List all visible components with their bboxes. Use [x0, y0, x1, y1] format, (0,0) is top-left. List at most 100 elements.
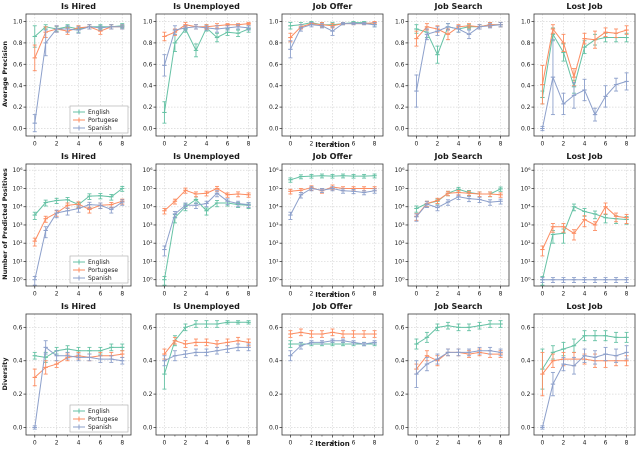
subplot-avg-precision-is-hired: Average Precision Is Hired 0 2 4 6 8 0.0 0.2 0.…	[0, 0, 136, 150]
svg-text:8: 8	[120, 440, 124, 447]
svg-text:0.0: 0.0	[143, 126, 153, 133]
svg-text:10⁴: 10⁴	[268, 204, 279, 211]
svg-text:0.6: 0.6	[143, 61, 153, 68]
svg-text:1.0: 1.0	[395, 18, 405, 25]
svg-text:10⁰: 10⁰	[394, 277, 405, 284]
chart-title: Is Unemployed	[173, 2, 240, 11]
svg-text:0.0: 0.0	[13, 424, 23, 431]
chart-title: Job Search	[434, 152, 483, 161]
svg-text:10¹: 10¹	[142, 258, 153, 265]
subplot-npp-is-hired: Number of Predicted Positives Is Hired 0…	[0, 150, 136, 300]
svg-text:Spanish: Spanish	[88, 424, 112, 431]
svg-text:2: 2	[55, 141, 59, 148]
subplot-diversity-job-search: Job Search 0 2 4 6 8 0.0 0.2 0.4 0.6	[388, 300, 514, 449]
chart-canvas: 0 2 4 6 8 10⁰ 10¹ 10² 10³ 10⁴ 10⁵ 10⁶	[520, 163, 636, 298]
svg-text:4: 4	[205, 141, 209, 148]
svg-text:10⁶: 10⁶	[142, 167, 153, 174]
svg-text:0.2: 0.2	[143, 391, 153, 398]
svg-text:1.0: 1.0	[269, 18, 279, 25]
svg-text:0.2: 0.2	[521, 391, 531, 398]
svg-text:0.2: 0.2	[269, 391, 279, 398]
svg-text:4: 4	[331, 291, 335, 298]
svg-text:English: English	[88, 259, 110, 266]
svg-text:0.6: 0.6	[395, 61, 405, 68]
svg-text:8: 8	[499, 291, 503, 298]
svg-text:10⁵: 10⁵	[142, 185, 153, 192]
figure-row-average-precision: Average Precision Is Hired 0 2 4 6 8 0.0 0.2 0.…	[0, 0, 640, 150]
svg-text:10⁶: 10⁶	[520, 167, 531, 174]
svg-text:0.2: 0.2	[143, 104, 153, 111]
svg-text:4: 4	[583, 291, 587, 298]
svg-text:10³: 10³	[12, 222, 23, 229]
svg-text:0.0: 0.0	[395, 126, 405, 133]
svg-text:0: 0	[33, 440, 37, 447]
svg-text:2: 2	[55, 440, 59, 447]
svg-text:6: 6	[226, 141, 230, 148]
svg-text:0.0: 0.0	[395, 424, 405, 431]
chart-title: Job Search	[434, 2, 483, 11]
svg-text:4: 4	[77, 291, 81, 298]
svg-text:6: 6	[478, 440, 482, 447]
subplot-diversity-is-hired: Diversity Is Hired 0 2 4 6 8 0.0 0.2 0.4 0.6 Engl…	[0, 300, 136, 449]
svg-text:0: 0	[163, 291, 167, 298]
svg-text:10⁰: 10⁰	[520, 277, 531, 284]
svg-text:0.6: 0.6	[13, 61, 23, 68]
svg-text:4: 4	[457, 440, 461, 447]
chart-title: Job Offer	[312, 152, 353, 161]
y-axis-label: Average Precision	[1, 41, 9, 108]
svg-text:10⁶: 10⁶	[394, 167, 405, 174]
svg-text:1.0: 1.0	[13, 18, 23, 25]
chart-title: Is Hired	[60, 152, 97, 161]
svg-text:0.8: 0.8	[395, 40, 405, 47]
svg-text:10⁴: 10⁴	[12, 204, 23, 211]
subplot-npp-is-unemployed: Is Unemployed 0 2 4 6 8 10⁰ 10¹ 10² 10³ 10⁴ 10⁵ 10⁶	[136, 150, 262, 300]
svg-text:10³: 10³	[394, 222, 405, 229]
svg-text:0: 0	[415, 291, 419, 298]
svg-text:0: 0	[163, 141, 167, 148]
svg-text:0: 0	[289, 141, 293, 148]
svg-text:10²: 10²	[520, 240, 531, 247]
svg-text:4: 4	[583, 141, 587, 148]
subplot-diversity-lost-job: Lost Job 0 2 4 6 8 0.0 0.2 0.4 0.6	[514, 300, 640, 449]
svg-text:10¹: 10¹	[268, 258, 279, 265]
svg-text:4: 4	[331, 141, 335, 148]
svg-text:0.4: 0.4	[269, 358, 279, 365]
svg-text:0.2: 0.2	[13, 391, 23, 398]
x-axis-label: Iteration	[315, 440, 350, 448]
svg-text:0.4: 0.4	[143, 83, 153, 90]
svg-text:10²: 10²	[394, 240, 405, 247]
svg-text:English: English	[88, 109, 110, 116]
svg-text:0: 0	[289, 440, 293, 447]
svg-text:0.4: 0.4	[395, 358, 405, 365]
svg-text:4: 4	[583, 440, 587, 447]
svg-text:1.0: 1.0	[521, 18, 531, 25]
svg-text:0: 0	[33, 141, 37, 148]
svg-text:10⁴: 10⁴	[394, 204, 405, 211]
svg-text:6: 6	[226, 291, 230, 298]
chart-canvas: 0 2 4 6 8 0.0 0.2 0.4 0.6	[269, 313, 384, 447]
svg-text:0.6: 0.6	[269, 324, 279, 331]
chart-canvas: 0 2 4 6 8 0.0 0.2 0.4 0.6 0.8 1.0	[269, 13, 384, 148]
svg-text:2: 2	[310, 141, 314, 148]
svg-text:10³: 10³	[268, 222, 279, 229]
svg-text:0: 0	[163, 440, 167, 447]
svg-text:10⁵: 10⁵	[520, 185, 531, 192]
y-axis-label: Number of Predicted Positives	[1, 168, 9, 280]
svg-text:8: 8	[625, 440, 629, 447]
subplot-avg-precision-is-unemployed: Is Unemployed 0 2 4 6 8 0.0 0.2 0.4 0.6 0.8 1.0	[136, 0, 262, 150]
svg-text:0.8: 0.8	[269, 40, 279, 47]
chart-title: Lost Job	[566, 152, 603, 161]
svg-text:English: English	[88, 408, 110, 415]
svg-text:6: 6	[352, 141, 356, 148]
svg-text:10⁵: 10⁵	[268, 185, 279, 192]
svg-text:10²: 10²	[142, 240, 153, 247]
svg-text:4: 4	[77, 440, 81, 447]
svg-text:2: 2	[562, 141, 566, 148]
svg-text:10⁵: 10⁵	[12, 185, 23, 192]
svg-text:2: 2	[310, 440, 314, 447]
svg-text:0: 0	[33, 291, 37, 298]
chart-canvas: 0 2 4 6 8 0.0 0.2 0.4 0.6 0.8 1.0	[395, 13, 510, 148]
svg-text:4: 4	[457, 291, 461, 298]
svg-text:10³: 10³	[142, 222, 153, 229]
